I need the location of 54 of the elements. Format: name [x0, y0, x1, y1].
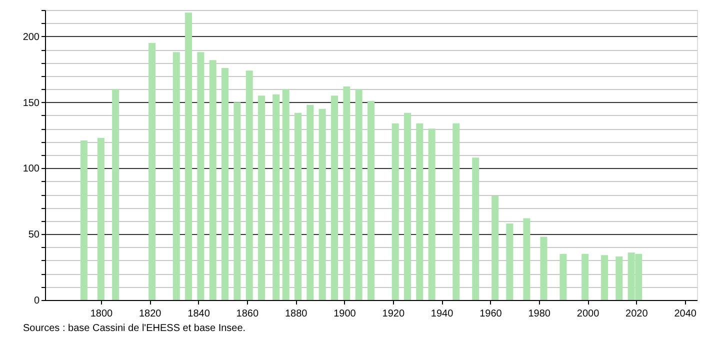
x-tick-label: 2000 — [576, 308, 600, 320]
bar — [306, 104, 314, 300]
source-note: Sources : base Cassini de l'EHESS et base Insee. — [23, 323, 246, 334]
bar — [172, 52, 180, 300]
y-tick-label: 50 — [28, 230, 40, 241]
bar — [234, 102, 241, 300]
bar — [197, 52, 204, 300]
bar — [282, 89, 290, 300]
x-tick-label: 1800 — [90, 308, 114, 320]
bar — [523, 218, 530, 300]
x-tick-label: 1860 — [236, 308, 259, 320]
x-tick-label: 1880 — [284, 308, 308, 320]
x-tick-label: 2040 — [674, 308, 697, 320]
y-tick-label: 200 — [22, 32, 40, 43]
x-tick-label: 1960 — [480, 308, 502, 320]
x-tick-label: 1820 — [138, 308, 162, 320]
bar — [616, 256, 623, 300]
bar — [148, 42, 156, 300]
bar — [416, 123, 424, 300]
x-tick-label: 2020 — [626, 308, 648, 320]
y-tick-label: 0 — [34, 296, 40, 306]
bar — [209, 60, 216, 300]
bar — [318, 108, 326, 300]
bar — [258, 96, 266, 300]
bar — [80, 140, 88, 300]
bar — [506, 224, 514, 300]
bar — [492, 196, 499, 300]
x-tick-label: 1840 — [188, 308, 210, 320]
bar — [560, 254, 567, 300]
y-tick-label: 100 — [22, 164, 40, 175]
bar — [452, 123, 460, 300]
y-tick-label: 150 — [22, 98, 40, 109]
bar — [472, 158, 480, 300]
bar — [97, 138, 104, 300]
bar — [392, 123, 399, 300]
bar — [368, 100, 374, 300]
x-tick-label: 1940 — [430, 308, 454, 320]
bar — [112, 89, 120, 300]
bar — [404, 112, 411, 300]
bar — [540, 236, 548, 300]
bar — [222, 68, 229, 300]
bar — [582, 254, 589, 300]
bar — [601, 255, 608, 300]
x-tick-label: 1980 — [528, 308, 551, 320]
bar — [272, 94, 280, 300]
bar — [246, 70, 253, 300]
bar — [185, 12, 192, 300]
bar — [355, 89, 362, 300]
bar — [343, 86, 350, 300]
x-tick-label: 1920 — [382, 308, 405, 320]
bar — [294, 112, 302, 300]
bar — [331, 96, 338, 300]
bar — [428, 128, 436, 300]
x-tick-label: 1900 — [334, 308, 356, 320]
